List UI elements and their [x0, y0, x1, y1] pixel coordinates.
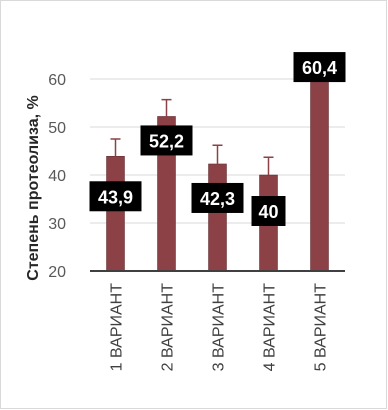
x-category-label: 2 ВАРИАНТ — [160, 283, 177, 372]
data-label-text: 42,3 — [200, 189, 235, 209]
x-axis-categories: 1 ВАРИАНТ 2 ВАРИАНТ 3 ВАРИАНТ 4 ВАРИАНТ 5 ВА… — [109, 283, 330, 372]
data-label-text: 40 — [258, 202, 278, 222]
bar — [106, 156, 125, 272]
data-label-text: 52,2 — [149, 131, 184, 151]
y-axis-ticks: 20 30 40 50 60 — [48, 72, 66, 281]
data-label: 60,4 — [293, 52, 346, 83]
data-label: 52,2 — [140, 125, 193, 156]
x-category-label: 1 ВАРИАНТ — [109, 283, 126, 372]
data-label-box — [293, 52, 346, 83]
bar — [310, 76, 329, 272]
bars — [106, 76, 329, 272]
x-category-label: 3 ВАРИАНТ — [211, 283, 228, 372]
data-label: 40 — [251, 196, 286, 226]
y-tick-label: 30 — [48, 216, 66, 233]
data-label-box — [251, 196, 286, 226]
error-bars — [110, 59, 325, 175]
y-tick-label: 20 — [48, 264, 66, 281]
data-label-box — [89, 181, 142, 212]
y-tick-label: 50 — [48, 120, 66, 137]
x-category-label: 5 ВАРИАНТ — [313, 283, 330, 372]
data-label-box — [191, 182, 244, 213]
data-label-box — [140, 125, 193, 156]
y-tick-label: 40 — [48, 168, 66, 185]
data-label-text: 60,4 — [302, 58, 337, 78]
x-category-label: 4 ВАРИАНТ — [262, 283, 279, 372]
data-labels: 43,9 52,2 42,3 40 60,4 — [89, 52, 346, 226]
bar — [208, 163, 227, 272]
y-tick-label: 60 — [48, 72, 66, 89]
data-label-text: 43,9 — [98, 187, 133, 207]
y-axis-label: Степень протеолиза, % — [25, 95, 42, 280]
data-label: 43,9 — [89, 181, 142, 212]
data-label: 42,3 — [191, 182, 244, 213]
